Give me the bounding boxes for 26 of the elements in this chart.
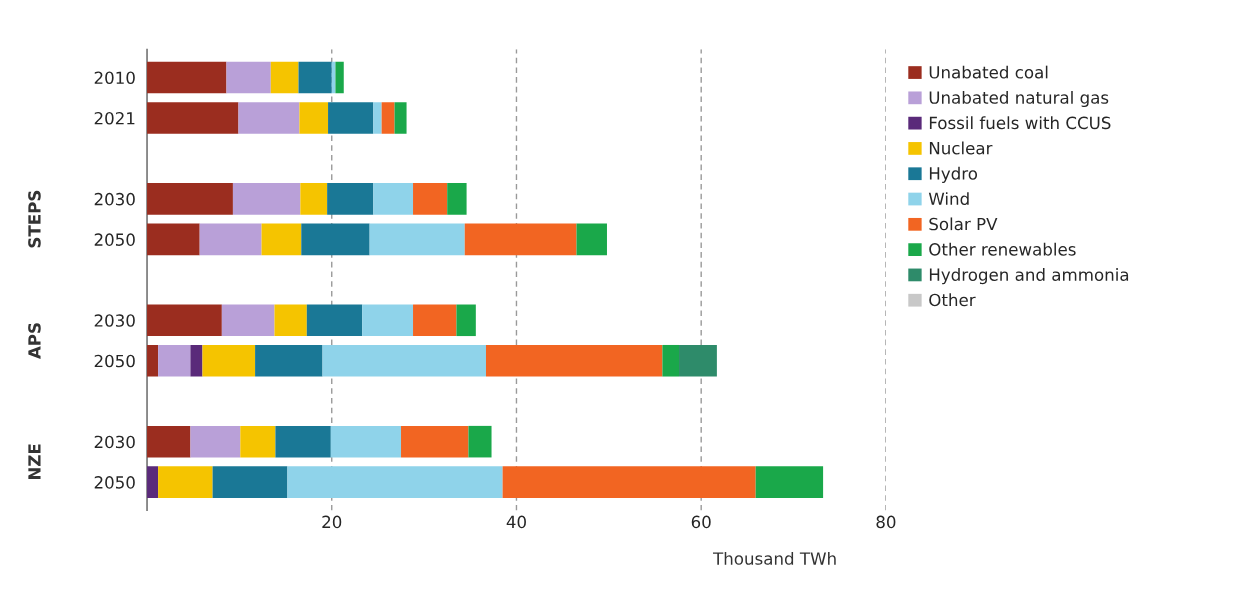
text: STEPS: [28, 190, 41, 248]
legend-label: Fossil fuels with CCUS: [929, 116, 1111, 130]
x-tick-label: 20: [322, 515, 342, 529]
y-tick-label: 2010: [94, 71, 135, 85]
y-tick-label: 2050: [94, 476, 135, 489]
y-tick-label: 2021: [94, 111, 135, 125]
legend-label: Hydrogen and ammonia: [929, 268, 1129, 285]
x-axis-title: Thousand TWh: [712, 551, 836, 565]
legend-label: Other: [929, 293, 976, 307]
y-tick-label: 2030: [94, 435, 135, 449]
y-tick-label: 2050: [94, 354, 135, 368]
legend-label: Nuclear: [929, 141, 993, 155]
y-tick-label: 2030: [94, 192, 135, 206]
legend-label: Other renewables: [929, 242, 1076, 256]
x-tick-label: 40: [506, 515, 526, 529]
legend-label: Solar PV: [929, 217, 998, 231]
y-tick-label: 2050: [94, 233, 135, 246]
legend-label: Hydro: [929, 166, 978, 183]
text: APS: [28, 323, 41, 359]
legend-label: Unabated natural gas: [929, 90, 1109, 108]
x-tick-label: 60: [691, 515, 711, 529]
y-tick-label: 2030: [94, 314, 135, 327]
legend-label: Wind: [928, 192, 969, 206]
text: NZE: [28, 444, 41, 480]
legend-label: Unabated coal: [929, 65, 1048, 79]
x-tick-label: 80: [876, 515, 896, 529]
